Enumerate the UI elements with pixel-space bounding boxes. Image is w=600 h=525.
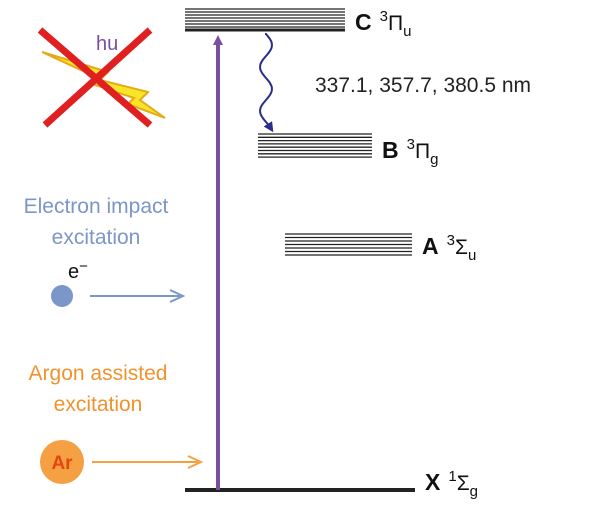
electron-arrowhead [169,289,186,303]
state-letter: C [355,9,372,35]
emission-arrow [259,33,274,133]
electron-charge: − [79,258,88,275]
state-symbol: Π [415,140,430,163]
state-letter: B [382,137,399,163]
state-subscript: g [430,151,438,168]
emission-label: 337.1, 357.7, 380.5 nm [315,74,531,97]
argon-dot [40,440,84,484]
state-multiplicity: 1 [448,468,456,485]
state-symbol: Σ [455,236,468,259]
electron-title: excitation [52,226,141,249]
state-subscript: u [468,247,476,264]
electron-title: Electron impact [24,195,169,218]
state-symbol: Σ [457,472,470,495]
state-subscript: g [470,483,478,500]
state-label: A 3Σu [422,232,476,264]
argon-title: excitation [54,393,143,416]
energy-levels [185,8,412,256]
state-multiplicity: 3 [407,136,415,153]
state-multiplicity: 3 [447,232,455,249]
electron-symbol: e− [68,258,88,283]
state-letter: X [425,469,441,495]
argon-particle: Ar [51,453,73,474]
electron-particle: e [68,261,79,283]
photon-label: hu [96,33,118,55]
state-multiplicity: 3 [380,8,388,25]
state-subscript: u [403,23,411,40]
state-label: B 3Πg [382,136,438,168]
argon-arrowhead [187,455,204,469]
state-symbol: Π [388,12,403,35]
argon-title: Argon assisted [29,362,168,385]
electron-dot [51,285,73,307]
state-label: C 3Πu [355,8,411,40]
state-letter: A [422,233,439,259]
photon-icon: hu [37,27,166,128]
state-label: X 1Σg [425,468,478,500]
